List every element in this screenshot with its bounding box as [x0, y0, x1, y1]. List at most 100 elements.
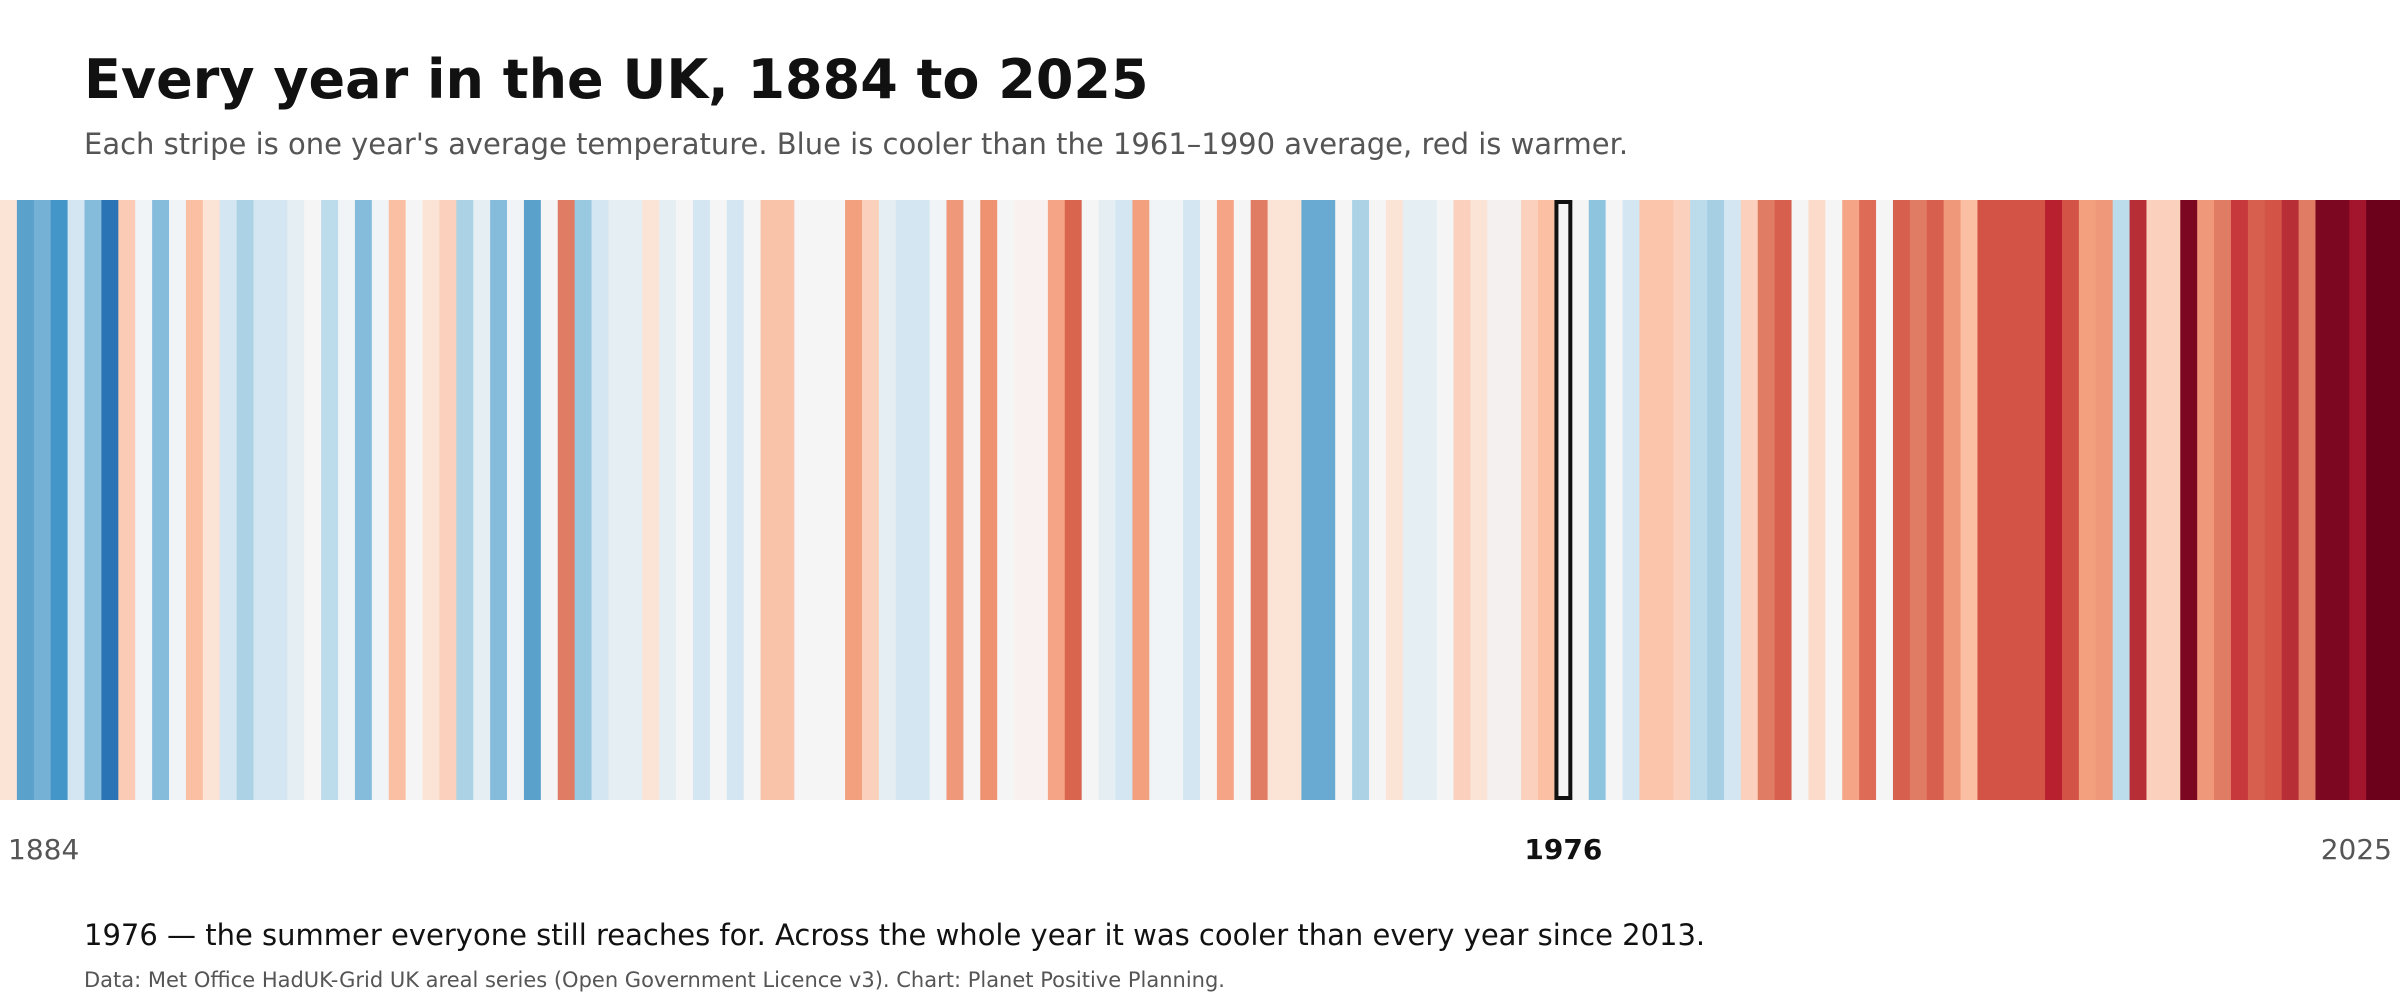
stripe-1892 [135, 200, 153, 800]
stripe-1976 [1554, 200, 1573, 800]
stripe-1926 [709, 200, 728, 800]
stripe-1969 [1436, 200, 1455, 800]
stripe-2006 [2061, 200, 2080, 800]
stripe-1927 [726, 200, 745, 800]
stripe-1938 [912, 200, 931, 800]
stripe-2020 [2298, 200, 2317, 800]
stripe-1896 [202, 200, 221, 800]
stripe-1901 [287, 200, 305, 800]
stripe-1971 [1470, 200, 1488, 800]
stripe-1890 [101, 200, 119, 800]
stripe-1959 [1267, 200, 1286, 800]
stripe-2015 [2214, 200, 2232, 800]
stripe-1928 [743, 200, 762, 800]
stripe-1905 [354, 200, 373, 800]
stripe-2013 [2180, 200, 2198, 800]
stripe-1997 [1909, 200, 1928, 800]
stripe-1970 [1453, 200, 1472, 800]
stripe-1984 [1690, 200, 1708, 800]
stripe-2023 [2349, 200, 2367, 800]
stripe-2001 [1977, 200, 1995, 800]
stripe-2011 [2146, 200, 2164, 800]
stripe-1975 [1538, 200, 1556, 800]
chart-subtitle: Each stripe is one year's average temper… [84, 127, 1629, 161]
stripe-1993 [1842, 200, 1860, 800]
stripe-1913 [490, 200, 508, 800]
stripe-1991 [1808, 200, 1826, 800]
stripe-1987 [1740, 200, 1759, 800]
stripe-1982 [1656, 200, 1674, 800]
stripe-2014 [2197, 200, 2215, 800]
stripe-1940 [946, 200, 964, 800]
stripe-1964 [1352, 200, 1370, 800]
stripe-2021 [2315, 200, 2333, 800]
chart-caption: 1976 — the summer everyone still reaches… [84, 918, 1706, 952]
stripe-1977 [1571, 200, 1590, 800]
stripe-1906 [371, 200, 390, 800]
stripe-1980 [1622, 200, 1641, 800]
stripe-1891 [118, 200, 136, 800]
stripe-1904 [338, 200, 356, 800]
stripe-1973 [1504, 200, 1522, 800]
stripe-1888 [67, 200, 86, 800]
stripe-1902 [304, 200, 322, 800]
stripe-1912 [473, 200, 491, 800]
stripe-1897 [219, 200, 238, 800]
stripe-1956 [1216, 200, 1235, 800]
stripe-2022 [2332, 200, 2350, 800]
stripe-1923 [659, 200, 677, 800]
stripe-1895 [185, 200, 204, 800]
stripe-2005 [2045, 200, 2063, 800]
stripe-2009 [2112, 200, 2131, 800]
stripe-1900 [270, 200, 288, 800]
stripe-1947 [1064, 200, 1083, 800]
stripe-2012 [2163, 200, 2181, 800]
stripe-1989 [1774, 200, 1793, 800]
stripe-1961 [1301, 200, 1319, 800]
stripe-1941 [963, 200, 981, 800]
stripe-1893 [152, 200, 170, 800]
stripe-1936 [878, 200, 897, 800]
stripe-1966 [1385, 200, 1404, 800]
data-source-note: Data: Met Office HadUK-Grid UK areal ser… [84, 968, 1225, 992]
chart-title: Every year in the UK, 1884 to 2025 [84, 48, 1149, 111]
stripe-1995 [1876, 200, 1894, 800]
stripe-1929 [760, 200, 779, 800]
stripe-1889 [84, 200, 103, 800]
stripe-1932 [811, 200, 829, 800]
warming-stripes [0, 200, 2400, 800]
stripe-1918 [574, 200, 593, 800]
stripe-2025 [2383, 200, 2400, 800]
stripe-1907 [388, 200, 407, 800]
stripe-2007 [2078, 200, 2097, 800]
stripe-1979 [1605, 200, 1624, 800]
stripe-2018 [2264, 200, 2283, 800]
stripe-1934 [845, 200, 863, 800]
stripe-1962 [1318, 200, 1336, 800]
stripe-1994 [1859, 200, 1877, 800]
stripe-1937 [895, 200, 914, 800]
stripe-1935 [861, 200, 880, 800]
stripe-2010 [2129, 200, 2148, 800]
stripe-1952 [1149, 200, 1167, 800]
stripe-1955 [1200, 200, 1218, 800]
stripe-1960 [1284, 200, 1303, 800]
stripe-1996 [1892, 200, 1911, 800]
stripe-1983 [1673, 200, 1691, 800]
stripe-1922 [642, 200, 660, 800]
stripe-1910 [439, 200, 457, 800]
stripe-1944 [1014, 200, 1032, 800]
stripe-1885 [16, 200, 35, 800]
stripe-2000 [1960, 200, 1979, 800]
stripe-1974 [1521, 200, 1539, 800]
stripe-1958 [1250, 200, 1269, 800]
stripe-1949 [1098, 200, 1117, 800]
x-tick-label-start: 1884 [8, 833, 80, 866]
stripe-2002 [1994, 200, 2012, 800]
stripe-2008 [2095, 200, 2114, 800]
stripe-1972 [1487, 200, 1505, 800]
stripe-1917 [557, 200, 576, 800]
stripe-1914 [507, 200, 525, 800]
stripe-1931 [794, 200, 812, 800]
stripe-1985 [1707, 200, 1725, 800]
